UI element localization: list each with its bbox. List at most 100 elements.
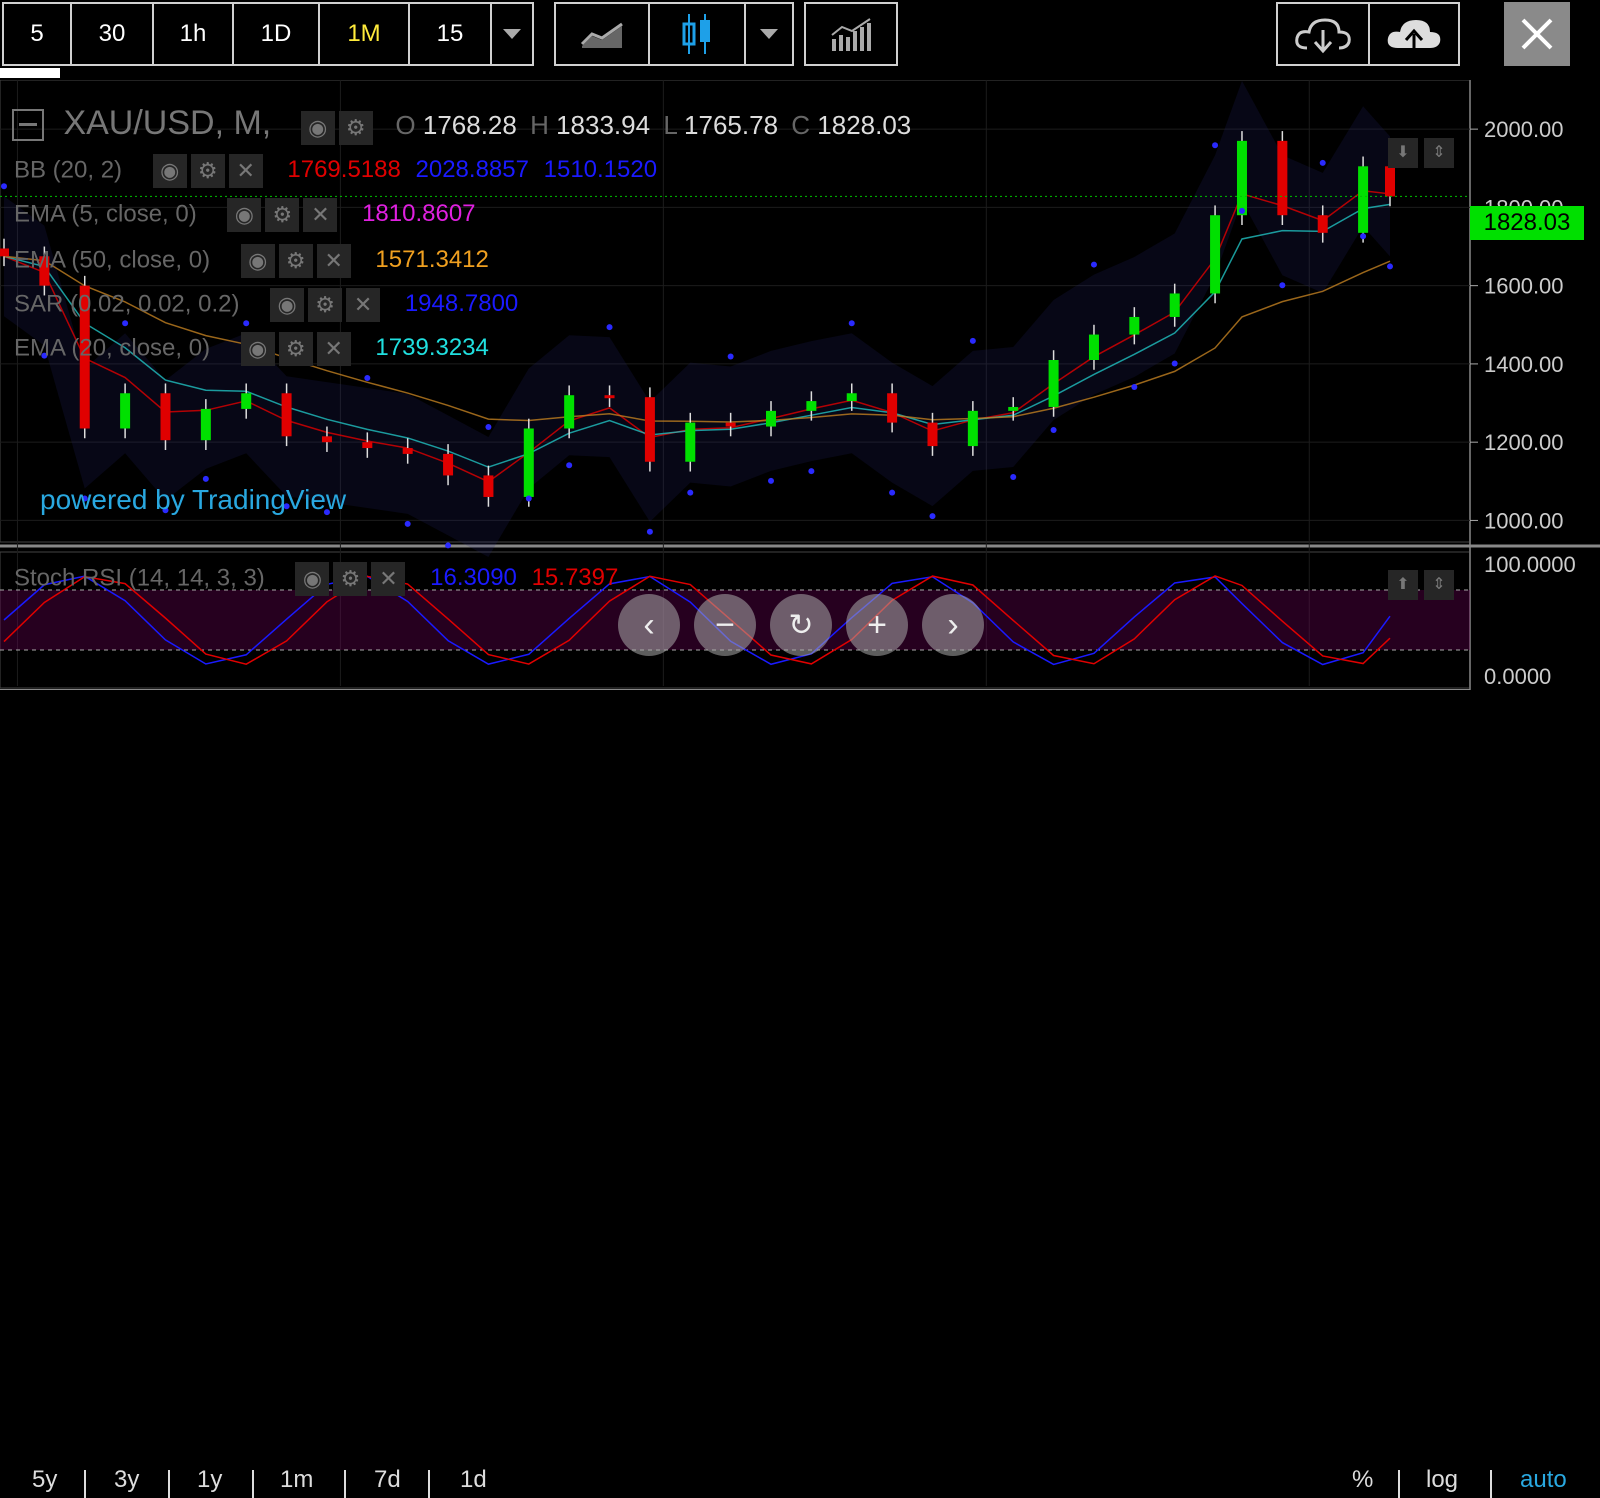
current-price-tag: 1828.03 [1470,206,1584,240]
sar-dot [525,495,532,502]
sar-dot [1,183,7,190]
close-value: 1828.03 [817,110,912,140]
chart-type-dropdown-button[interactable] [746,4,792,64]
candle-body [0,248,9,257]
divider [428,1470,430,1498]
gear-icon[interactable]: ⚙ [278,244,313,278]
candlestick-icon [682,14,710,54]
eye-icon[interactable]: ◉ [300,110,335,145]
close-button[interactable] [1504,2,1570,66]
gear-icon[interactable]: ⚙ [308,288,343,322]
cloud-upload-button[interactable] [1370,4,1458,64]
move-down-icon[interactable]: ⬇ [1388,138,1418,168]
move-up-icon[interactable]: ⬆ [1388,570,1418,600]
candle-body [644,397,655,462]
sar-dot [566,462,573,469]
candle-body [1129,316,1140,335]
price-axis-label: 1600.00 [1484,274,1564,299]
sar-dot [1360,233,1367,240]
interval-30-button[interactable]: 30 [72,4,154,64]
eye-icon[interactable]: ◉ [152,154,187,188]
sar-dot [646,528,653,535]
zoom-out-button[interactable]: − [694,594,756,656]
interval-15-button[interactable]: 15 [410,4,492,64]
interval-dropdown-button[interactable] [492,4,532,64]
sar-dot [243,320,250,327]
remove-icon[interactable]: ✕ [316,332,351,366]
scroll-left-button[interactable]: ‹ [618,594,680,656]
sar-dot [606,324,613,331]
interval-1d-button[interactable]: 1D [234,4,320,64]
remove-icon[interactable]: ✕ [303,198,338,232]
remove-icon[interactable]: ✕ [228,154,263,188]
sar-dot [1212,142,1219,149]
gear-icon[interactable]: ⚙ [278,332,313,366]
reset-button[interactable]: ↻ [770,594,832,656]
indicators-group [804,2,898,66]
candle-body [967,410,978,447]
remove-icon[interactable]: ✕ [371,562,406,596]
ema5-value: 1810.8607 [362,200,476,228]
bb-label: BB (20, 2) [14,156,123,184]
gear-icon[interactable]: ⚙ [338,110,373,145]
maximize-stoch-pane-icon[interactable]: ⇕ [1424,570,1454,600]
symbol-title: XAU/USD, M, [63,104,272,142]
stoch-axis-top: 100.0000 [1484,552,1576,577]
scroll-right-button[interactable]: › [922,594,984,656]
candle-body [523,428,534,497]
eye-icon[interactable]: ◉ [227,198,262,232]
sar-dot [848,320,855,327]
percent-scale-button[interactable]: % [1352,1466,1374,1493]
line-chart-button[interactable] [556,4,650,64]
auto-scale-button[interactable]: auto [1520,1466,1567,1493]
cloud-download-button[interactable] [1278,4,1370,64]
tradingview-watermark[interactable]: powered by TradingView [40,484,347,515]
gear-icon[interactable]: ⚙ [190,154,225,188]
candle-body [120,393,131,429]
refresh-icon: ↻ [788,608,814,642]
ema20-label: EMA (20, close, 0) [14,334,211,362]
candle-body [443,453,454,476]
log-scale-button[interactable]: log [1426,1466,1459,1493]
eye-icon[interactable]: ◉ [295,562,330,596]
interval-5-button[interactable]: 5 [4,4,72,64]
eye-icon[interactable]: ◉ [240,244,275,278]
stoch-label: Stoch RSI (14, 14, 3, 3) [14,564,265,592]
cloud-download-icon [1295,18,1351,54]
range-1m-button[interactable]: 1m [280,1466,314,1493]
range-1y-button[interactable]: 1y [197,1466,223,1493]
remove-icon[interactable]: ✕ [316,244,351,278]
range-1d-button[interactable]: 1d [460,1466,487,1493]
eye-icon[interactable]: ◉ [240,332,275,366]
eye-icon[interactable]: ◉ [270,288,305,322]
divider [252,1470,254,1498]
indicator-legend-stoch: Stoch RSI (14, 14, 3, 3) ◉ ⚙ ✕ 16.3090 15.… [14,562,618,596]
interval-1m-button[interactable]: 1M [320,4,410,64]
candle-body [160,393,171,441]
candle-body [1088,334,1099,360]
cloud-group [1276,2,1460,66]
sar-controls: ◉ ⚙ ✕ [270,288,384,322]
range-7d-button[interactable]: 7d [374,1466,401,1493]
interval-1h-button[interactable]: 1h [154,4,234,64]
candle-body [402,448,413,454]
range-3y-button[interactable]: 3y [114,1466,140,1493]
sar-dot [969,337,976,344]
minus-icon: − [715,605,735,644]
range-5y-button[interactable]: 5y [32,1466,58,1493]
ema20-controls: ◉ ⚙ ✕ [240,332,355,366]
candlestick-button[interactable] [650,4,746,64]
maximize-pane-icon[interactable]: ⇕ [1424,138,1454,168]
gear-icon[interactable]: ⚙ [265,198,300,232]
collapse-legend-button[interactable] [12,109,44,142]
symbol-legend: XAU/USD, M, ◉ ⚙ O 1768.28 H 1833.94 L 176… [12,104,911,145]
candle-body [200,408,211,441]
scroll-handle[interactable] [0,68,60,78]
chevron-down-icon [503,29,521,39]
gear-icon[interactable]: ⚙ [333,562,368,596]
indicator-legend-bb: BB (20, 2) ◉ ⚙ ✕ 1769.5188 2028.8857 1510.… [14,154,657,188]
indicators-button[interactable] [806,4,896,64]
remove-icon[interactable]: ✕ [346,288,381,322]
zoom-in-button[interactable]: + [846,594,908,656]
sar-dot [485,423,492,430]
